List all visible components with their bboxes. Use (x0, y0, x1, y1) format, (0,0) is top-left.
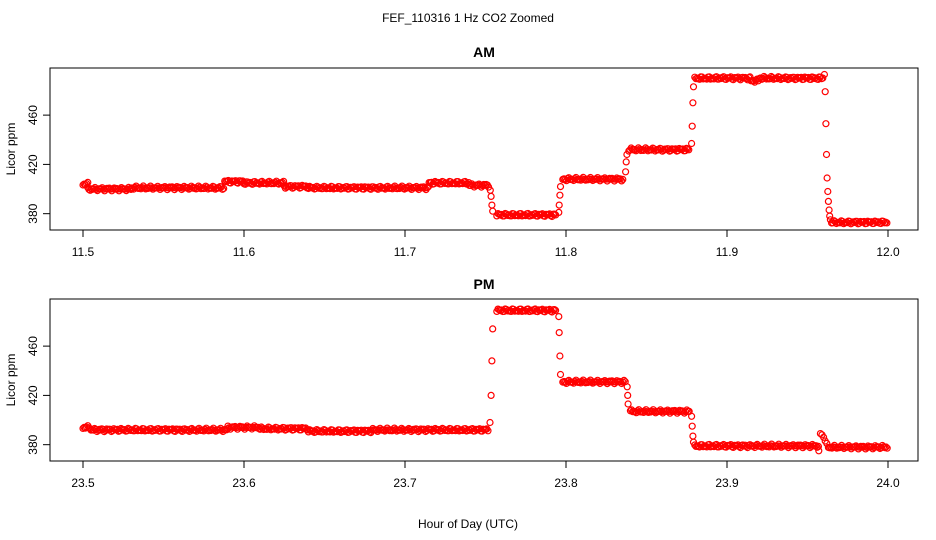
am-data-point (555, 208, 563, 216)
am-data-point (688, 122, 696, 130)
am-data-point (822, 120, 830, 128)
pm-data-point (487, 391, 495, 399)
pm-data-points (79, 305, 891, 455)
pm-data-point (823, 439, 831, 447)
pm-panel-title: PM (474, 276, 495, 292)
pm-data-point (624, 391, 632, 399)
pm-data-point (689, 438, 698, 446)
am-data-point (689, 83, 698, 91)
am-data-point (685, 146, 693, 154)
pm-plot-frame (49, 298, 919, 462)
am-data-point (619, 175, 627, 183)
am-data-point (623, 150, 631, 159)
am-data-point (84, 178, 92, 186)
am-data-point (220, 184, 228, 193)
am-data-point (82, 180, 91, 188)
pm-data-point (813, 443, 821, 451)
am-y-tick-label: 420 (26, 154, 40, 174)
pm-data-point (815, 447, 823, 455)
pm-data-point (555, 329, 563, 337)
am-data-point (487, 192, 495, 200)
pm-data-point (486, 418, 494, 427)
pm-data-point (555, 313, 563, 321)
am-x-tick-label: 12.0 (876, 245, 900, 259)
pm-data-point (883, 444, 891, 452)
am-data-point (556, 183, 565, 191)
pm-data-point (623, 383, 631, 391)
pm-x-tick-label: 23.5 (71, 476, 95, 490)
am-y-tick-label: 460 (26, 105, 40, 125)
am-data-point (621, 168, 630, 176)
am-x-tick-label: 11.5 (72, 245, 95, 259)
am-data-point (822, 150, 831, 159)
am-x-tick-label: 11.8 (555, 245, 578, 259)
pm-x-tick-label: 23.9 (715, 476, 739, 490)
am-data-point (489, 207, 497, 215)
pm-panel: PM Licor ppm 23.5 23.6 23.7 23.8 23.9 24.0 380 42… (4, 276, 919, 490)
am-x-tick-label: 11.6 (233, 245, 256, 259)
am-data-point (683, 145, 692, 153)
am-data-point (556, 191, 564, 199)
am-data-point (820, 70, 829, 79)
pm-y-tick-label: 380 (26, 434, 40, 454)
am-data-point (617, 177, 626, 185)
am-data-point (555, 201, 563, 209)
am-data-point (826, 212, 834, 220)
pm-data-point (624, 400, 632, 408)
pm-data-point (689, 432, 697, 440)
am-panel-title: AM (473, 44, 495, 60)
pm-data-point (688, 422, 696, 430)
pm-data-point (819, 433, 828, 441)
am-data-point (823, 174, 831, 182)
am-panel: AM Licor ppm 11.5 11.6 11.7 11.8 11.9 12.0 380 42… (4, 44, 919, 259)
am-plot-frame (49, 67, 919, 231)
pm-data-point (687, 412, 696, 420)
figure-title: FEF_110316 1 Hz CO2 Zoomed (382, 11, 554, 25)
am-y-axis-label: Licor ppm (4, 123, 18, 176)
am-data-point (622, 158, 630, 166)
am-data-point (826, 216, 835, 224)
pm-y-tick-label: 420 (26, 385, 40, 405)
pm-data-point (489, 325, 497, 333)
pm-x-tick-label: 23.7 (393, 476, 417, 490)
am-data-points (79, 70, 891, 228)
pm-x-tick-label: 24.0 (876, 476, 900, 490)
am-data-point (821, 88, 829, 96)
am-data-point (421, 184, 429, 192)
pm-data-point (488, 357, 496, 365)
am-data-point (280, 177, 288, 185)
pm-data-point (556, 352, 564, 360)
am-data-point (689, 99, 697, 107)
pm-data-point (814, 442, 823, 450)
pm-data-point (882, 443, 890, 451)
am-x-tick-label: 11.9 (716, 245, 739, 259)
pm-y-tick-label: 460 (26, 336, 40, 356)
am-data-point (819, 74, 827, 82)
pm-y-axis-label: Licor ppm (4, 354, 18, 407)
am-data-point (824, 197, 833, 205)
am-data-point (488, 201, 496, 209)
am-data-point (824, 187, 832, 196)
am-data-point (825, 206, 833, 214)
pm-data-point (556, 370, 565, 379)
pm-x-tick-label: 23.8 (554, 476, 578, 490)
am-x-tick-label: 11.7 (394, 245, 417, 259)
am-data-point (883, 219, 891, 227)
am-y-tick-label: 380 (26, 203, 40, 223)
pm-data-point (551, 306, 560, 314)
pm-x-tick-label: 23.6 (232, 476, 256, 490)
pm-data-point (484, 427, 492, 435)
am-data-point (687, 139, 696, 148)
figure-x-axis-label: Hour of Day (UTC) (418, 517, 518, 531)
pm-data-point (620, 376, 628, 384)
